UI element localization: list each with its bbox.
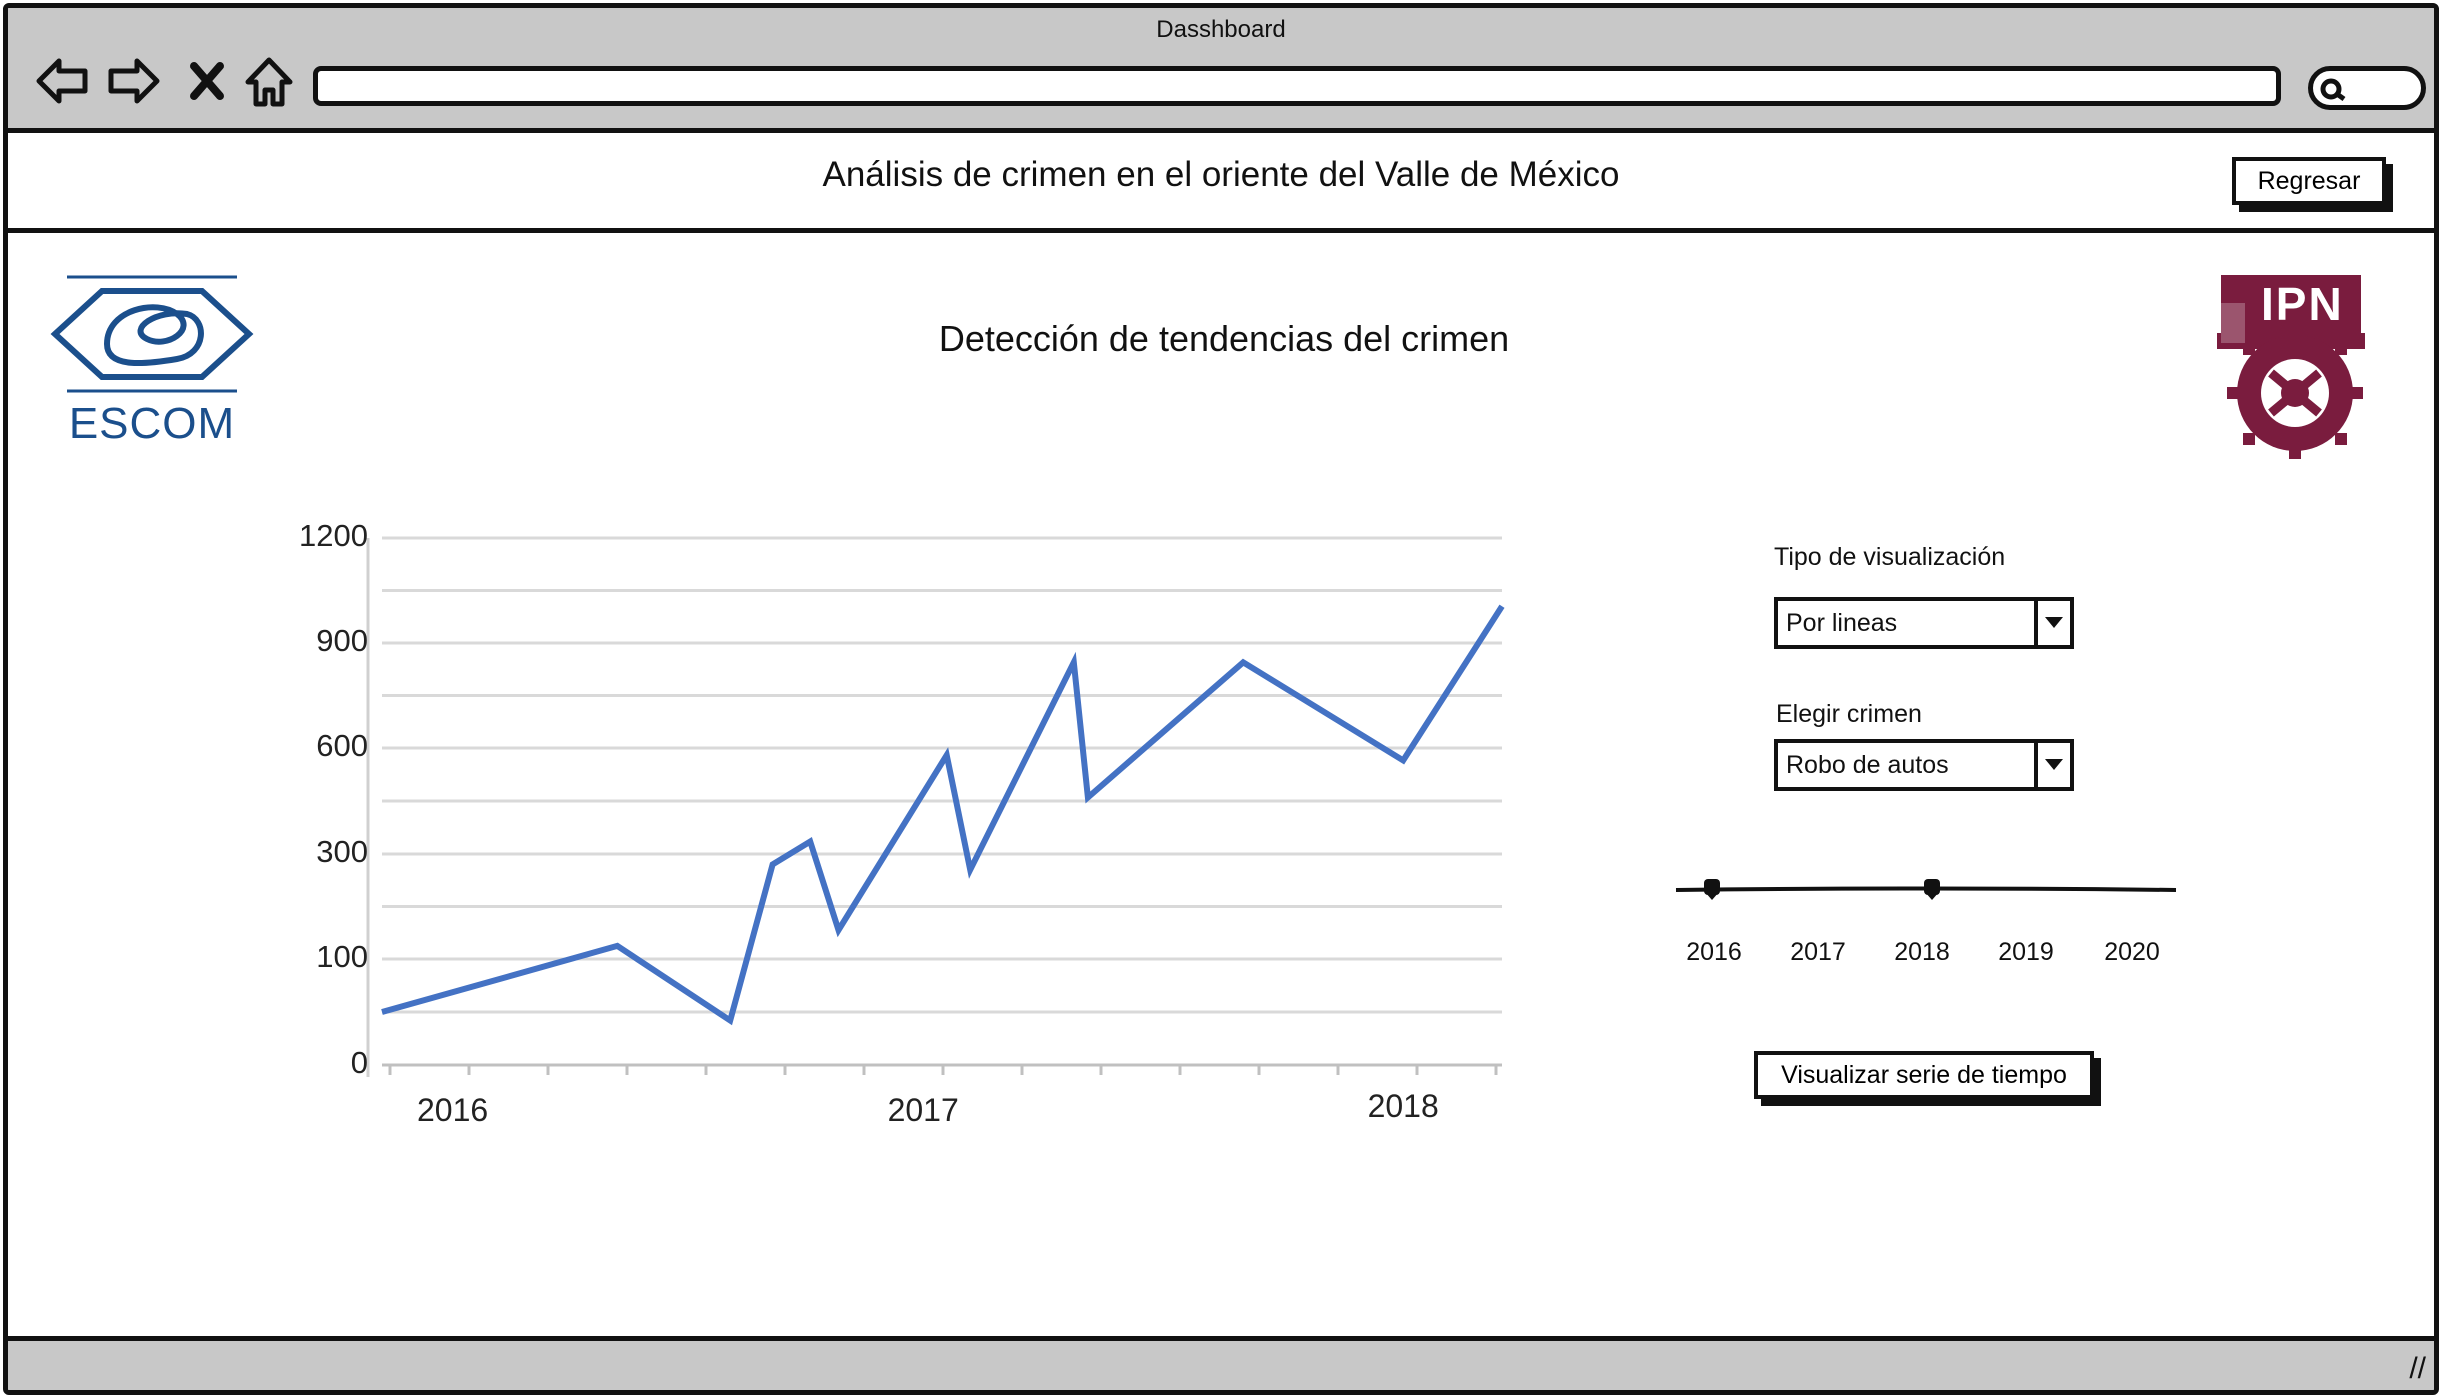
x-tick-label: 2018 — [1367, 1088, 1439, 1124]
y-tick-label: 600 — [316, 728, 368, 763]
search-icon — [2320, 78, 2346, 102]
year-label: 2017 — [1790, 938, 1846, 966]
resize-grip-icon[interactable]: // — [2409, 1352, 2426, 1385]
y-tick-label: 300 — [316, 834, 368, 869]
y-tick-label: 1200 — [299, 518, 368, 553]
title-bar: Dasshboard — [8, 8, 2434, 133]
year-label: 2016 — [1686, 938, 1742, 966]
viz-type-select[interactable]: Por lineas — [1774, 597, 2074, 649]
slider-handle-end[interactable] — [1924, 879, 1940, 900]
window-title: Dasshboard — [1156, 16, 1286, 43]
viz-type-label: Tipo de visualización — [1774, 543, 2006, 571]
crime-label: Elegir crimen — [1776, 700, 1922, 728]
y-tick-label: 0 — [350, 1045, 368, 1080]
x-tick-label: 2016 — [416, 1092, 489, 1128]
chart-canvas — [366, 536, 1505, 1077]
back-button[interactable]: Regresar — [2232, 157, 2386, 205]
chart-title: Detección de tendencias del crimen — [938, 318, 1510, 359]
y-tick-label: 100 — [316, 939, 368, 974]
year-range-slider[interactable] — [1672, 874, 2178, 934]
year-label: 2019 — [1998, 938, 2054, 966]
url-bar[interactable] — [313, 66, 2281, 106]
crime-select[interactable]: Robo de autos — [1774, 739, 2074, 791]
dropdown-arrow-icon[interactable] — [2034, 743, 2070, 787]
dropdown-arrow-icon[interactable] — [2034, 601, 2070, 645]
ipn-logo-text: IPN — [2261, 278, 2344, 330]
viz-type-value: Por lineas — [1786, 609, 1898, 637]
status-bar: // — [8, 1336, 2434, 1390]
year-label: 2020 — [2104, 938, 2160, 966]
back-icon[interactable] — [33, 52, 91, 110]
line-chart: 1200 900 600 300 100 0 2016 2017 2018 — [290, 510, 1530, 1160]
close-icon[interactable] — [178, 52, 236, 110]
series-line — [381, 604, 1505, 1026]
app-header: Análisis de crimen en el oriente del Val… — [8, 133, 2434, 233]
x-tick-label: 2017 — [887, 1092, 959, 1128]
browser-window: Dasshboard Análisis de crimen en el orie… — [3, 3, 2439, 1395]
forward-icon[interactable] — [105, 52, 163, 110]
search-box[interactable] — [2308, 66, 2426, 110]
home-icon[interactable] — [240, 52, 298, 110]
year-label: 2018 — [1894, 938, 1950, 966]
slider-handle-start[interactable] — [1704, 879, 1720, 900]
y-tick-label: 900 — [316, 623, 368, 658]
ipn-logo: IPN — [2203, 263, 2383, 463]
app-title: Análisis de crimen en el oriente del Val… — [822, 155, 1620, 194]
crime-value: Robo de autos — [1786, 751, 1949, 779]
visualize-series-button[interactable]: Visualizar serie de tiempo — [1754, 1051, 2094, 1099]
escom-logo-text: ESCOM — [68, 399, 236, 448]
escom-logo: ESCOM — [47, 269, 257, 459]
